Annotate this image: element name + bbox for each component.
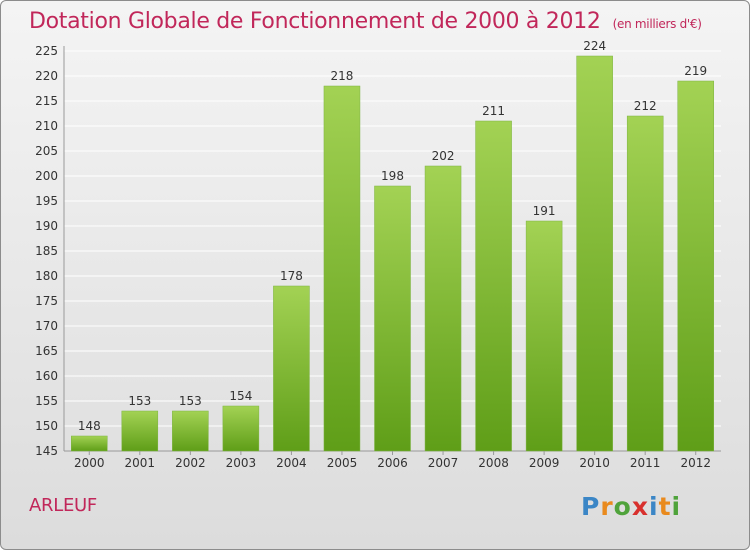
bar-2007	[424, 165, 462, 452]
y-tick-label: 155	[35, 394, 58, 408]
y-tick-label: 195	[35, 194, 58, 208]
x-tick-label: 2004	[276, 456, 307, 470]
y-tick-label: 210	[35, 119, 58, 133]
data-label-2008: 211	[482, 104, 505, 118]
bar-2011	[626, 115, 664, 452]
data-label-2010: 224	[583, 39, 606, 53]
y-tick-label: 200	[35, 169, 58, 183]
y-tick-label: 185	[35, 244, 58, 258]
commune-name: ARLEUF	[29, 495, 97, 516]
data-label-2011: 212	[634, 99, 657, 113]
logo-letter: P	[581, 492, 601, 521]
data-label-2006: 198	[381, 169, 404, 183]
x-tick-label: 2001	[125, 456, 156, 470]
data-label-2007: 202	[432, 149, 455, 163]
x-tick-label: 2012	[680, 456, 711, 470]
x-tick-label: 2003	[226, 456, 257, 470]
bar-2000	[71, 435, 108, 452]
bar-2004	[273, 285, 310, 452]
data-label-2000: 148	[78, 419, 101, 433]
y-tick-label: 170	[35, 319, 58, 333]
y-tick-label: 190	[35, 219, 58, 233]
data-label-2009: 191	[533, 204, 556, 218]
data-label-2001: 153	[128, 394, 151, 408]
x-tick-label: 2010	[579, 456, 610, 470]
unit-label: (en milliers d'€)	[612, 17, 702, 31]
x-tick-label: 2011	[630, 456, 661, 470]
bar-2008	[475, 120, 512, 452]
x-tick-label: 2006	[377, 456, 408, 470]
data-label-2012: 219	[684, 64, 707, 78]
x-tick-label: 2005	[327, 456, 358, 470]
x-tick-label: 2008	[478, 456, 509, 470]
logo-letter: o	[613, 492, 632, 521]
y-tick-label: 225	[35, 44, 58, 58]
logo-letter: i	[649, 492, 659, 521]
y-tick-label: 215	[35, 94, 58, 108]
x-tick-label: 2002	[175, 456, 206, 470]
y-tick-label: 145	[35, 444, 58, 458]
bar-2006	[374, 185, 411, 452]
logo-letter: r	[600, 492, 614, 521]
x-tick-label: 2000	[74, 456, 105, 470]
data-label-2002: 153	[179, 394, 202, 408]
y-tick-label: 175	[35, 294, 58, 308]
data-label-2004: 178	[280, 269, 303, 283]
bar-2002	[172, 410, 209, 452]
y-tick-label: 180	[35, 269, 58, 283]
y-tick-label: 150	[35, 419, 58, 433]
bar-2012	[677, 80, 714, 452]
data-label-2005: 218	[331, 69, 354, 83]
y-tick-label: 165	[35, 344, 58, 358]
logo-letter: i	[671, 492, 682, 521]
data-label-2003: 154	[229, 389, 252, 403]
title-text: Dotation Globale de Fonctionnement de 20…	[29, 9, 601, 34]
logo-letter: x	[631, 492, 649, 521]
x-tick-label: 2007	[428, 456, 459, 470]
bar-2005	[323, 85, 361, 452]
bar-2010	[576, 55, 613, 452]
bar-2001	[121, 410, 159, 452]
logo-letter: t	[658, 492, 672, 521]
proxiti-logo[interactable]: Proxiti	[581, 492, 681, 521]
bar-2009	[525, 220, 563, 452]
bar-2003	[222, 405, 260, 452]
x-tick-label: 2009	[529, 456, 560, 470]
y-tick-label: 160	[35, 369, 58, 383]
y-tick-label: 220	[35, 69, 58, 83]
y-tick-label: 205	[35, 144, 58, 158]
chart-title: Dotation Globale de Fonctionnement de 20…	[29, 9, 702, 34]
